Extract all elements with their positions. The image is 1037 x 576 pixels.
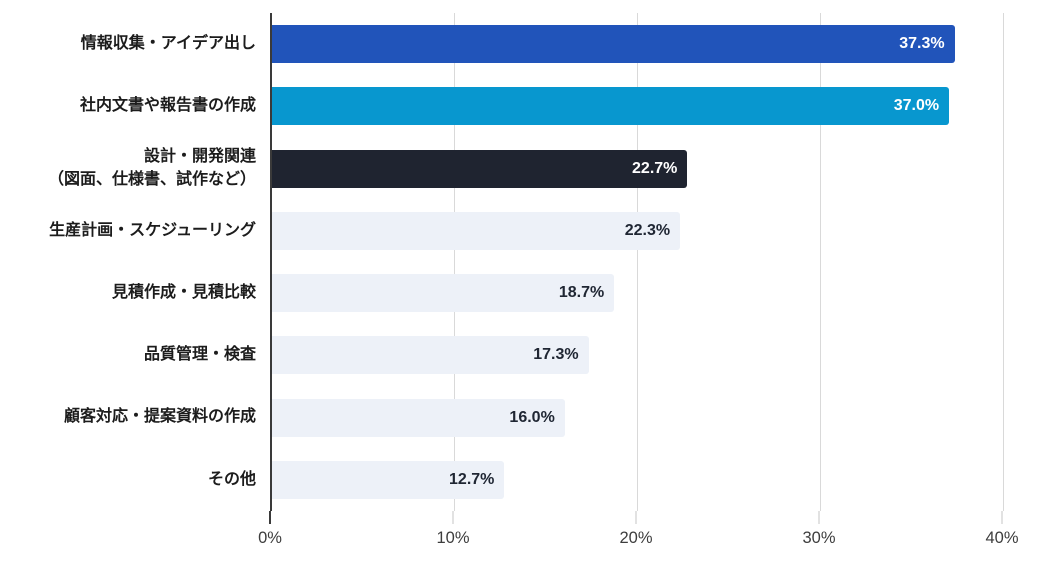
category-label: 情報収集・アイデア出し bbox=[80, 34, 256, 52]
category-label: 設計・開発関連 （図面、仕様書、試作など） bbox=[47, 148, 256, 188]
value-label: 22.7% bbox=[632, 159, 678, 177]
gridline bbox=[454, 13, 455, 511]
axis-tick bbox=[818, 511, 820, 524]
bar: 22.3% bbox=[272, 211, 681, 250]
axis-tick bbox=[452, 511, 454, 524]
bar: 18.7% bbox=[272, 274, 615, 313]
chart-row: その他 12.7% bbox=[208, 449, 1004, 511]
chart-row: 生産計画・スケジューリング 22.3% bbox=[49, 200, 1004, 262]
axis-tick-label: 40% bbox=[985, 529, 1019, 547]
axis-tick bbox=[635, 511, 637, 524]
axis-tick bbox=[269, 511, 271, 524]
value-label: 16.0% bbox=[509, 408, 555, 426]
chart-row: 顧客対応・提案資料の作成 16.0% bbox=[64, 387, 1004, 449]
category-label: 見積作成・見積比較 bbox=[111, 283, 256, 301]
value-label: 12.7% bbox=[449, 470, 495, 488]
gridline bbox=[820, 13, 821, 511]
value-label: 22.3% bbox=[624, 221, 671, 239]
axis-tick-labels: 0% 10% 20% 30% 40% bbox=[258, 529, 1018, 551]
axis-tick-label: 10% bbox=[436, 529, 470, 547]
category-label: 社内文書や報告書の作成 bbox=[79, 97, 256, 115]
axis-ticks bbox=[269, 511, 1003, 525]
bar: 17.3% bbox=[272, 336, 589, 375]
gridline bbox=[637, 13, 638, 511]
value-label: 17.3% bbox=[533, 346, 579, 364]
chart-row: 見積作成・見積比較 18.7% bbox=[112, 262, 1004, 324]
axis-tick-label: 30% bbox=[802, 529, 836, 547]
chart-row: 情報収集・アイデア出し 37.3% bbox=[81, 13, 1004, 75]
category-label: 顧客対応・提案資料の作成 bbox=[63, 408, 256, 426]
value-label: 18.7% bbox=[558, 284, 605, 302]
value-label: 37.3% bbox=[899, 35, 945, 53]
category-label: 生産計画・スケジューリング bbox=[49, 221, 256, 239]
value-label: 37.0% bbox=[893, 97, 940, 115]
chart-row: 設計・開発関連 （図面、仕様書、試作など） 22.7% bbox=[48, 138, 1004, 200]
rows: 情報収集・アイデア出し 37.3% 社内文書や報告書の作成 37.0% 設計・開発関連 … bbox=[48, 13, 1004, 511]
axis-tick-label: 20% bbox=[619, 529, 653, 547]
gridline bbox=[1003, 13, 1004, 511]
bar: 22.7% bbox=[272, 149, 688, 188]
bar: 37.3% bbox=[272, 25, 955, 64]
chart-row: 品質管理・検査 17.3% bbox=[144, 324, 1004, 386]
bar: 37.0% bbox=[272, 87, 950, 126]
axis-tick-label: 0% bbox=[258, 529, 282, 547]
bar: 12.7% bbox=[272, 460, 505, 499]
chart-row: 社内文書や報告書の作成 37.0% bbox=[80, 75, 1004, 137]
axis-tick bbox=[1001, 511, 1003, 524]
category-label: その他 bbox=[207, 470, 256, 488]
category-label: 品質管理・検査 bbox=[143, 346, 256, 364]
plot-area: 情報収集・アイデア出し 37.3% 社内文書や報告書の作成 37.0% 設計・開発関連 … bbox=[48, 13, 1004, 511]
bar: 16.0% bbox=[272, 398, 565, 437]
